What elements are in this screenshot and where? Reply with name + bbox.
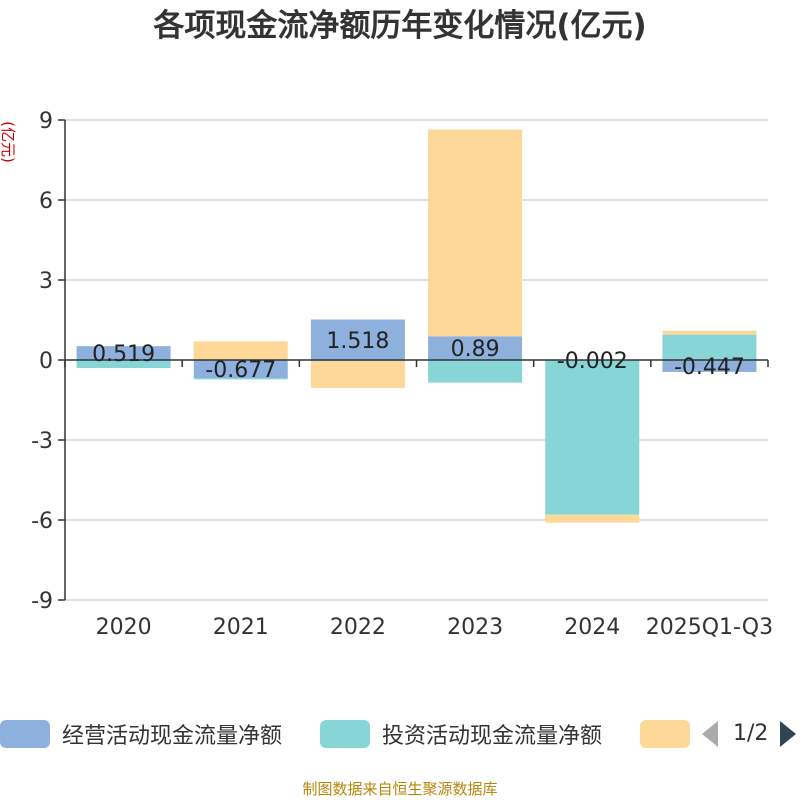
bar-operating-2025Q1-Q3 [662,360,757,372]
bar-operating-2020 [76,346,171,360]
data-label-operating: 0.519 [92,342,155,367]
bar-financing-2024 [545,514,640,523]
bar-operating-2022 [310,319,405,360]
x-tick-label: 2024 [564,615,620,640]
y-tick-label: 9 [39,109,53,134]
data-label-operating: -0.677 [205,358,276,383]
y-axis-unit-label: (亿元) [0,121,17,163]
x-tick-label: 2022 [330,615,386,640]
triangle-left-icon[interactable] [700,720,720,748]
data-label-operating: -0.002 [557,349,628,374]
y-tick-label: -3 [31,429,53,454]
bar-financing-2025Q1-Q3 [662,330,757,335]
legend-label-investing: 投资活动现金流量净额 [382,724,603,749]
axis-layer [58,119,769,601]
data-label-operating: 0.89 [451,337,500,362]
bar-investing-2023 [428,360,523,383]
data-label-operating: 1.518 [326,329,389,354]
legend-swatch-operating [0,720,50,748]
legend-swatch-financing [640,720,690,748]
bar-investing-2021 [193,378,288,380]
legend-page-indicator: 1/2 [733,721,769,746]
bar-financing-2021 [193,341,288,360]
x-tick-label: 2025Q1-Q3 [646,615,773,640]
x-tick-label: 2021 [213,615,269,640]
bar-operating-2021 [193,360,288,379]
y-tick-label: 6 [39,189,53,214]
bar-investing-2024 [545,360,640,515]
data-label-operating: -0.447 [674,355,745,380]
legend-item-financing[interactable] [640,714,702,754]
legend-label-operating: 经营活动现金流量净额 [62,724,283,749]
legend-item-operating[interactable]: 经营活动现金流量净额 [0,714,282,754]
legend-item-investing[interactable]: 投资活动现金流量净额 [320,714,602,754]
y-tick-label: 0 [39,349,53,374]
x-tick-label: 2020 [96,615,152,640]
bar-investing-2025Q1-Q3 [662,334,757,360]
bar-financing-2023 [428,129,523,337]
triangle-right-icon[interactable] [778,720,798,748]
grid-layer [65,119,768,601]
chart-title: 各项现金流净额历年变化情况(亿元) [153,8,647,44]
bar-operating-2023 [428,336,523,360]
bar-financing-2022 [310,361,405,388]
y-tick-label: -6 [31,509,53,534]
legend-swatch-investing [320,720,370,748]
legend: 经营活动现金流量净额 投资活动现金流量净额 1/2 [0,714,800,754]
x-tick-label: 2023 [447,615,503,640]
bar-investing-2020 [76,360,171,368]
y-tick-label: 3 [39,269,53,294]
y-tick-label: -9 [31,589,53,614]
labels-layer: 9 6 3 0 -3 -6 -9 (亿元) 2020 2021 2022 2023 2024 2025Q1… [0,109,773,640]
bars-layer [76,129,757,523]
footer-source: 制图数据来自恒生聚源数据库 [302,780,498,798]
